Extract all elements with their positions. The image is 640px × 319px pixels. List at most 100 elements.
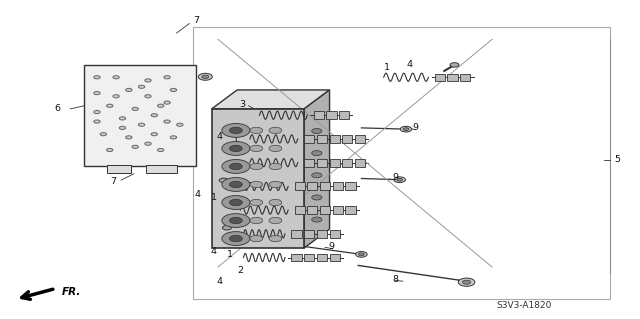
Text: 4: 4 (211, 247, 216, 256)
Circle shape (230, 127, 243, 134)
Text: 1: 1 (233, 135, 239, 145)
Polygon shape (304, 90, 330, 248)
Circle shape (458, 278, 475, 286)
Bar (342, 135, 353, 143)
Bar (317, 254, 327, 262)
Circle shape (94, 92, 100, 95)
Circle shape (223, 226, 232, 230)
Bar (294, 182, 305, 190)
Polygon shape (212, 90, 330, 109)
Circle shape (222, 232, 250, 246)
Circle shape (230, 217, 243, 224)
Text: S3V3-A1820: S3V3-A1820 (496, 301, 552, 310)
Circle shape (230, 145, 243, 152)
Circle shape (113, 76, 119, 79)
Text: 4: 4 (216, 277, 222, 286)
Text: 5: 5 (614, 155, 621, 164)
Circle shape (269, 199, 282, 206)
Circle shape (164, 76, 170, 79)
Text: 4: 4 (217, 132, 223, 141)
Circle shape (145, 79, 151, 82)
Text: 7: 7 (110, 176, 116, 186)
Circle shape (157, 104, 164, 107)
Text: FR.: FR. (62, 287, 81, 297)
Text: 2: 2 (237, 266, 243, 275)
Circle shape (113, 95, 119, 98)
Circle shape (222, 160, 250, 174)
Circle shape (151, 114, 157, 117)
Circle shape (220, 178, 228, 182)
Circle shape (356, 251, 367, 257)
Circle shape (138, 123, 145, 126)
Bar (317, 135, 327, 143)
Bar (304, 135, 314, 143)
Circle shape (397, 178, 403, 181)
Bar (460, 74, 470, 81)
Bar (330, 254, 340, 262)
Circle shape (119, 126, 125, 130)
Circle shape (230, 235, 243, 242)
Circle shape (100, 133, 106, 136)
Text: 4: 4 (406, 60, 412, 69)
Bar (304, 159, 314, 167)
Circle shape (202, 75, 209, 78)
Circle shape (164, 120, 170, 123)
Bar (307, 182, 317, 190)
Text: 3: 3 (239, 100, 245, 109)
Text: 1: 1 (211, 193, 216, 202)
Circle shape (119, 117, 125, 120)
Circle shape (106, 148, 113, 152)
Bar (307, 206, 317, 214)
Circle shape (94, 76, 100, 79)
Circle shape (312, 217, 322, 222)
Circle shape (106, 104, 113, 107)
Circle shape (177, 123, 183, 126)
Circle shape (312, 173, 322, 178)
Bar (193, 27, 610, 299)
Circle shape (450, 63, 459, 67)
Circle shape (157, 148, 164, 152)
Circle shape (222, 178, 250, 191)
Bar (320, 182, 330, 190)
Text: 1: 1 (227, 250, 232, 259)
Bar (314, 111, 324, 119)
Circle shape (250, 217, 262, 224)
Circle shape (269, 181, 282, 188)
Circle shape (250, 181, 262, 188)
Bar (291, 230, 301, 238)
Circle shape (222, 141, 250, 155)
Bar (339, 111, 349, 119)
Circle shape (312, 195, 322, 200)
Circle shape (312, 129, 322, 134)
Circle shape (164, 101, 170, 104)
Circle shape (94, 120, 100, 123)
Bar (304, 254, 314, 262)
Circle shape (145, 95, 151, 98)
Bar (212, 109, 304, 248)
Bar (355, 159, 365, 167)
Text: 4: 4 (195, 190, 201, 199)
Circle shape (94, 110, 100, 114)
Circle shape (125, 88, 132, 92)
Bar (317, 230, 327, 238)
Circle shape (138, 85, 145, 88)
Circle shape (151, 133, 157, 136)
Bar (333, 182, 343, 190)
Text: 1: 1 (384, 63, 390, 72)
Circle shape (403, 128, 409, 130)
Circle shape (170, 136, 177, 139)
Circle shape (145, 142, 151, 145)
Circle shape (269, 217, 282, 224)
Circle shape (269, 145, 282, 152)
Circle shape (222, 123, 250, 137)
Text: 9: 9 (392, 173, 398, 182)
Circle shape (463, 280, 470, 284)
Circle shape (132, 145, 138, 148)
Circle shape (394, 177, 405, 182)
Bar (84, 65, 196, 166)
Circle shape (230, 199, 243, 206)
Bar (294, 206, 305, 214)
Circle shape (230, 181, 243, 188)
Circle shape (358, 253, 364, 256)
Circle shape (269, 163, 282, 170)
